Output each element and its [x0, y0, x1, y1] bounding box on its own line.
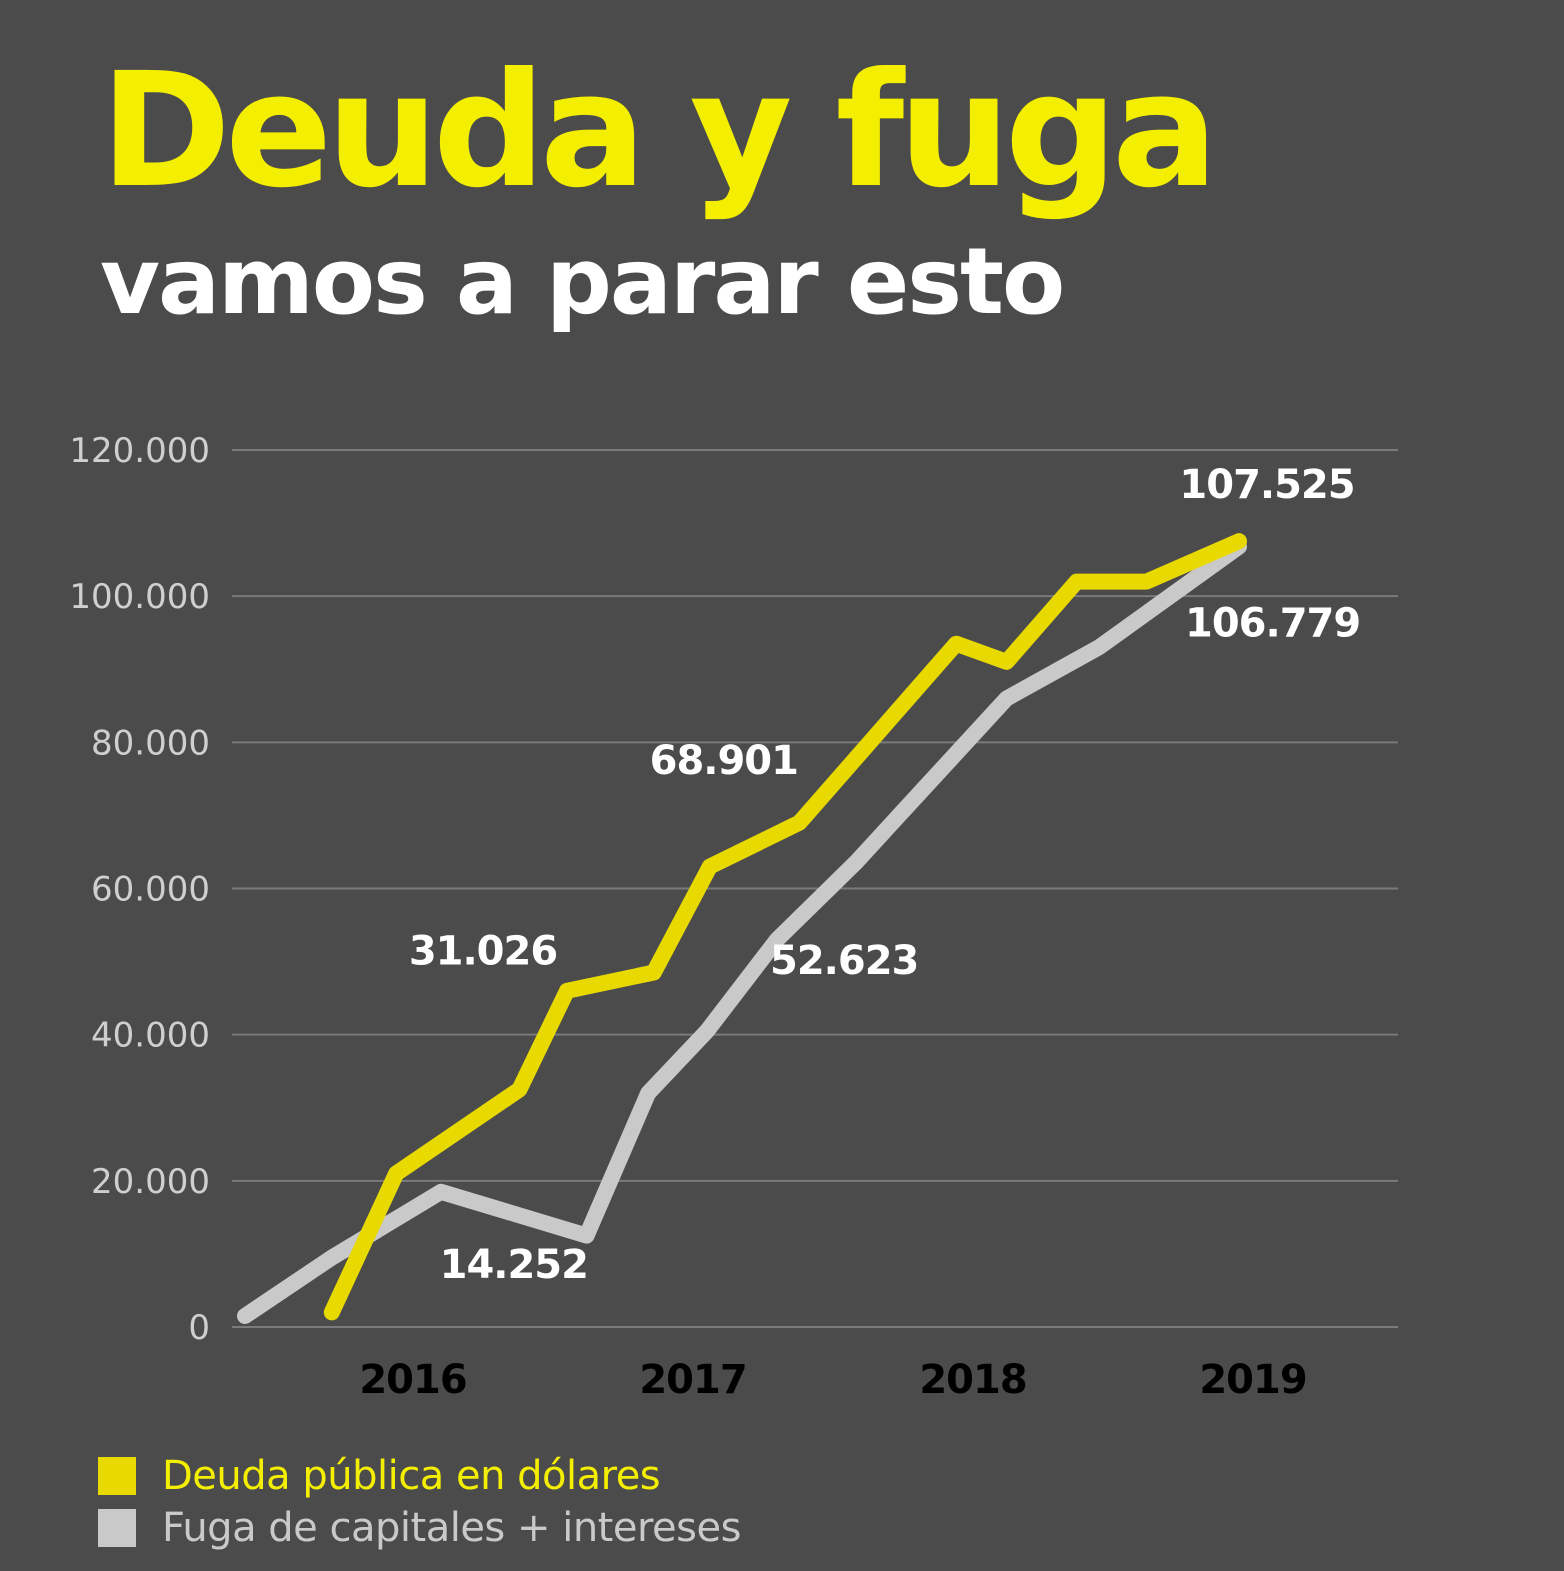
x-tick-label: 2016: [359, 1357, 466, 1403]
x-tick-label: 2017: [639, 1357, 746, 1403]
line-chart: 0 20.000 40.000 60.000 80.000 100.000 120.000 2…: [69, 431, 1398, 1403]
data-label-fuga: 52.623: [770, 938, 918, 984]
x-tick-label: 2019: [1199, 1357, 1306, 1403]
chart-title: Deuda y fuga: [100, 39, 1218, 223]
legend-item-fuga: Fuga de capitales + intereses: [98, 1502, 741, 1554]
y-tick-label: 0: [188, 1308, 210, 1348]
series-line-deuda: [323, 533, 1247, 1321]
chart-subtitle: vamos a parar esto: [100, 228, 1065, 335]
legend-label-fuga: Fuga de capitales + intereses: [162, 1505, 741, 1551]
legend: Deuda pública en dólares Fuga de capital…: [98, 1450, 741, 1554]
y-tick-label: 80.000: [91, 723, 210, 763]
legend-swatch-fuga: [98, 1509, 136, 1547]
legend-item-deuda: Deuda pública en dólares: [98, 1450, 741, 1502]
data-label-fuga: 106.779: [1185, 600, 1360, 646]
data-label-deuda: 107.525: [1179, 462, 1354, 508]
data-label-deuda: 31.026: [409, 929, 557, 975]
legend-swatch-deuda: [98, 1457, 136, 1495]
y-tick-label: 60.000: [91, 870, 210, 910]
data-label-deuda: 68.901: [650, 738, 798, 784]
y-tick-label: 100.000: [69, 577, 210, 617]
y-tick-label: 120.000: [69, 431, 210, 471]
legend-label-deuda: Deuda pública en dólares: [162, 1453, 661, 1499]
y-tick-label: 40.000: [91, 1016, 210, 1056]
series-line-fuga: [237, 538, 1247, 1324]
y-tick-label: 20.000: [91, 1162, 210, 1202]
x-tick-label: 2018: [919, 1357, 1026, 1403]
data-label-fuga: 14.252: [440, 1242, 588, 1288]
